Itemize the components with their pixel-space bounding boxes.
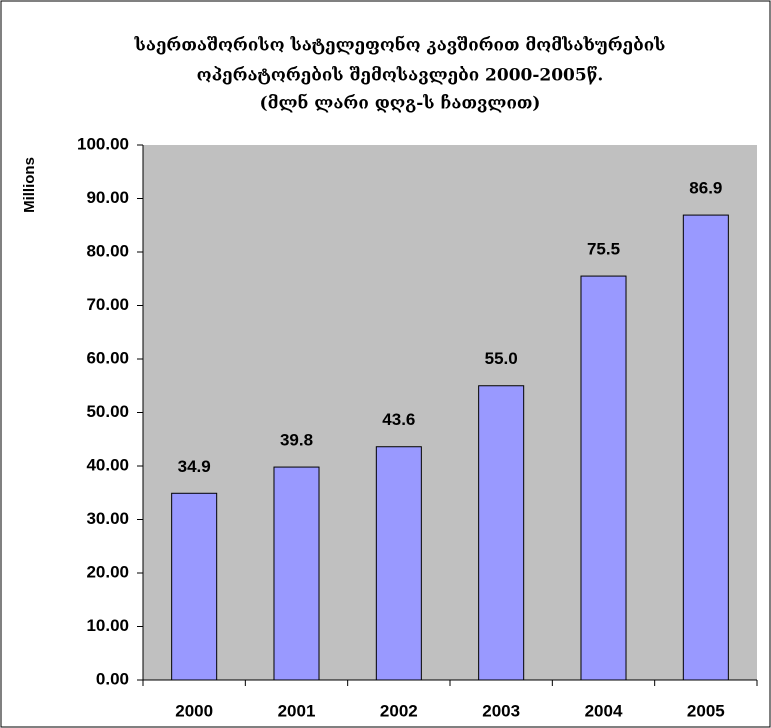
- bar: [375, 446, 422, 681]
- plot-area: [143, 145, 757, 680]
- y-tick-label: 90.00: [86, 188, 129, 207]
- data-label: 39.8: [280, 431, 313, 450]
- y-tick-label: 60.00: [86, 348, 129, 367]
- y-tick-label: 50.00: [86, 402, 129, 421]
- bar: [171, 492, 218, 681]
- y-tick-label: 20.00: [86, 562, 129, 581]
- bar: [580, 275, 627, 681]
- y-tick-label: 0.00: [96, 669, 129, 688]
- chart-title: (მლნ ლარი დღგ-ს ჩათვლით): [260, 93, 541, 114]
- y-tick-label: 80.00: [86, 241, 129, 260]
- chart-title: საერთაშორისო სატელეფონო კავშირით მომსახუ…: [134, 35, 666, 56]
- bar: [273, 466, 320, 681]
- x-tick-label: 2003: [482, 701, 520, 720]
- y-tick-label: 100.00: [77, 134, 129, 153]
- x-tick-label: 2005: [687, 701, 725, 720]
- data-label: 43.6: [382, 410, 415, 429]
- y-tick-label: 40.00: [86, 455, 129, 474]
- bar: [478, 385, 525, 681]
- data-label: 86.9: [689, 179, 722, 198]
- data-label: 75.5: [587, 240, 620, 259]
- x-tick-label: 2000: [175, 701, 213, 720]
- y-tick-label: 30.00: [86, 509, 129, 528]
- y-tick-label: 10.00: [86, 616, 129, 635]
- x-tick-label: 2002: [380, 701, 418, 720]
- y-tick-label: 70.00: [86, 295, 129, 314]
- x-tick-label: 2001: [278, 701, 316, 720]
- bar: [682, 214, 729, 681]
- data-label: 34.9: [178, 457, 211, 476]
- data-label: 55.0: [485, 349, 518, 368]
- x-tick-label: 2004: [585, 701, 623, 720]
- chart-title: ოპერატორების შემოსავლები 2000-2005წ.: [197, 66, 604, 86]
- y-axis-label: Millions: [21, 157, 38, 213]
